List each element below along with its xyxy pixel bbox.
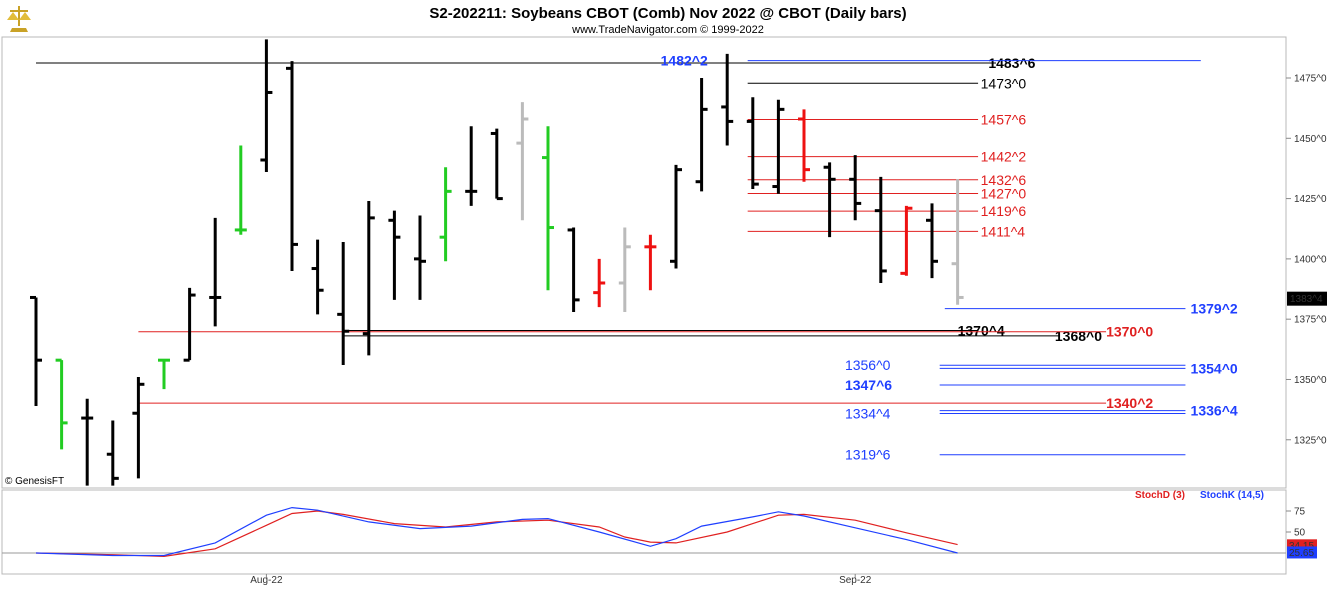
ohlc-bar: [874, 176, 887, 283]
level-label: 1336^4: [1191, 403, 1238, 419]
ohlc-bar: [798, 109, 810, 182]
level-label: 1347^6: [845, 377, 892, 393]
stoch-k-line: [35, 506, 958, 557]
stochastic-oscillator: [2, 506, 1286, 558]
level-label: 1419^6: [981, 203, 1027, 219]
ohlc-bar: [388, 210, 401, 300]
level-label: 1482^2: [661, 53, 708, 69]
price-tick-label: 1350^0: [1294, 375, 1327, 386]
oscillator-tick-label: 50: [1294, 528, 1306, 539]
ohlc-bar: [55, 358, 68, 450]
time-tick-label: Aug-22: [250, 575, 283, 586]
oscillator-panel: [1, 489, 1287, 575]
level-label: 1334^4: [845, 405, 891, 421]
ohlc-bar: [209, 217, 222, 327]
ohlc-bar: [106, 420, 119, 486]
ohlc-bar: [772, 99, 785, 194]
level-label: 1473^0: [981, 75, 1027, 91]
chart-title: S2-202211: Soybeans CBOT (Comb) Nov 2022…: [429, 5, 906, 22]
chart-header: S2-202211: Soybeans CBOT (Comb) Nov 2022…: [7, 5, 907, 36]
ohlc-bar: [158, 358, 170, 390]
ohlc-bar: [721, 53, 734, 146]
level-label: 1370^0: [1106, 324, 1153, 340]
ohlc-bar: [900, 205, 913, 276]
ohlc-bar: [516, 102, 529, 221]
level-label: 1432^6: [981, 172, 1027, 188]
level-label: 1427^0: [981, 186, 1027, 202]
price-tick-label: 1450^0: [1294, 134, 1327, 145]
ohlc-bar: [951, 179, 964, 305]
chart-subtitle: www.TradeNavigator.com © 1999-2022: [571, 24, 764, 36]
price-tick-label: 1325^0: [1294, 435, 1327, 446]
level-label: 1340^2: [1106, 395, 1153, 411]
ohlc-bar: [414, 215, 426, 300]
price-tick-label: 1425^0: [1294, 194, 1327, 205]
price-panel: [1, 36, 1287, 489]
oscillator-tick-label: 75: [1294, 507, 1306, 518]
ohlc-bar: [695, 78, 708, 192]
ohlc-bar: [311, 239, 324, 315]
time-axis: Aug-22 Sep-22: [250, 574, 872, 586]
ohlc-bar: [260, 39, 273, 173]
ohlc-bar: [30, 295, 42, 406]
oscillator-value-label: 25.65: [1289, 548, 1314, 559]
level-label: 1457^6: [981, 111, 1027, 127]
last-price-label: 1383^4: [1290, 294, 1323, 305]
ohlc-bar: [465, 126, 478, 206]
oscillator-value-label: 34.15: [1289, 541, 1314, 552]
last-price-box: [1287, 291, 1327, 306]
price-tick-label: 1400^0: [1294, 254, 1327, 265]
price-axis: 1475^0 1450^0 1425^0 1400^0 1375^0 1350^0 1325…: [1286, 74, 1327, 446]
level-label: 1379^2: [1191, 301, 1238, 317]
ohlc-bar: [926, 203, 938, 279]
ohlc-bar: [618, 227, 631, 312]
last-price-marker: 1383^4: [1287, 291, 1327, 306]
price-bars: [30, 39, 964, 486]
level-label: 1483^6: [988, 55, 1035, 71]
ohlc-bar: [132, 377, 145, 479]
ohlc-bar: [567, 227, 580, 312]
level-label: 1368^0: [1055, 328, 1102, 344]
ohlc-bar: [746, 97, 759, 189]
oscillator-value-box: [1287, 546, 1317, 559]
watermark: © GenesisFT: [5, 476, 64, 487]
logo-icon: [7, 6, 31, 32]
stoch-d-line: [35, 510, 958, 558]
oscillator-legend: StochD (3) StochK (14,5): [1135, 490, 1264, 501]
ohlc-bar: [234, 145, 247, 235]
ohlc-bar: [542, 126, 554, 291]
ohlc-bar: [490, 128, 503, 201]
ohlc-bar: [286, 61, 298, 271]
time-tick-label: Sep-22: [839, 575, 872, 586]
price-tick-label: 1375^0: [1294, 315, 1327, 326]
level-label: 1442^2: [981, 149, 1027, 165]
oscillator-legend-entry: StochK (14,5): [1200, 490, 1264, 501]
ohlc-bar: [593, 258, 606, 308]
ohlc-bar: [644, 234, 657, 291]
ohlc-bar: [670, 164, 682, 269]
ohlc-bar: [81, 398, 94, 486]
oscillator-legend-entry: StochD (3): [1135, 490, 1185, 501]
price-tick-label: 1475^0: [1294, 74, 1327, 85]
ohlc-bar: [439, 167, 452, 262]
support-resistance-levels: 1483^6 1482^2 1473^0 1457^6 1442^2 1432^61427…: [36, 53, 1238, 463]
level-label: 1319^6: [845, 447, 891, 463]
level-label: 1411^4: [981, 223, 1026, 239]
ohlc-bar: [362, 201, 375, 356]
ohlc-bar: [337, 242, 350, 365]
level-label: 1356^0: [845, 357, 891, 373]
ohlc-bar: [823, 162, 836, 238]
ohlc-bar: [183, 287, 196, 362]
level-label: 1370^4: [958, 323, 1005, 339]
level-label: 1354^0: [1191, 360, 1238, 376]
ohlc-bar: [849, 155, 862, 221]
